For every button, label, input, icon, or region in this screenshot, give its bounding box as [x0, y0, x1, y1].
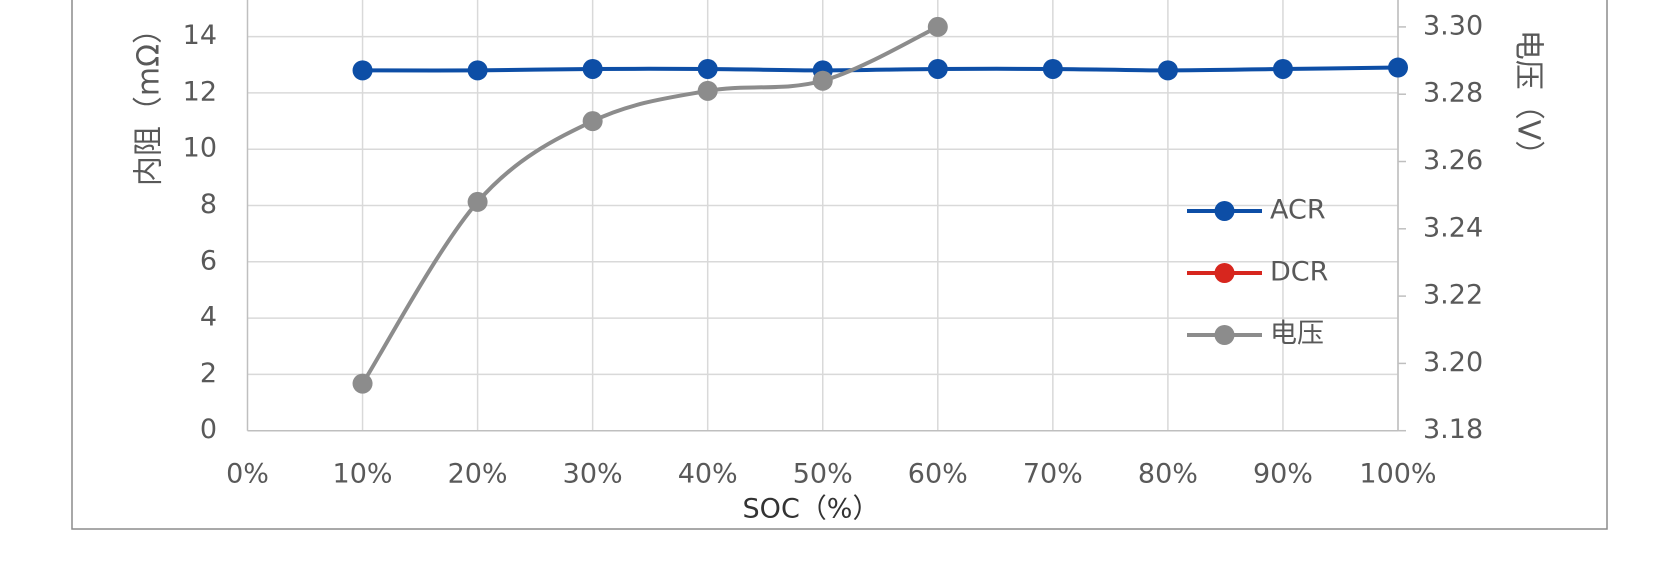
y-tick-label: 10: [183, 133, 217, 164]
x-tick-label: 20%: [448, 459, 508, 490]
y2-axis-title: 电压（V）: [1511, 30, 1546, 171]
x-axis-title: SOC（%）: [743, 494, 880, 525]
legend-label: DCR: [1270, 257, 1328, 288]
data-point: [582, 58, 603, 79]
x-tick-label: 60%: [908, 459, 968, 490]
legend-label: ACR: [1270, 195, 1326, 226]
legend-marker: [1214, 201, 1235, 221]
y-tick-label: 12: [183, 76, 217, 107]
x-tick-label: 70%: [1023, 459, 1083, 490]
series-line: [362, 65, 1399, 73]
y-tick-label: 2: [200, 358, 217, 389]
data-point: [927, 16, 948, 37]
x-tick-label: 100%: [1359, 459, 1436, 490]
y-tick-label: 6: [200, 245, 217, 276]
x-tick-label: 50%: [793, 459, 853, 490]
data-point: [1272, 58, 1293, 79]
y2-tick-label: 3.26: [1423, 145, 1483, 176]
data-point: [467, 60, 488, 81]
data-point: [1388, 57, 1408, 78]
legend-marker: [1214, 325, 1235, 345]
data-point: [812, 70, 833, 91]
y-tick-label: 8: [200, 189, 217, 220]
y2-tick-label: 3.28: [1423, 78, 1483, 109]
chart-frame: [71, 0, 1608, 530]
legend-marker: [1214, 263, 1235, 283]
data-point: [927, 58, 948, 79]
x-tick-label: 30%: [563, 459, 623, 490]
x-tick-label: 40%: [678, 459, 738, 490]
y2-tick-label: 3.30: [1423, 10, 1483, 41]
data-point: [697, 80, 718, 101]
y2-tick-label: 3.20: [1423, 347, 1483, 378]
data-point: [1157, 60, 1178, 81]
y-tick-label: 0: [200, 414, 217, 445]
y-axis-title: 内阻（mΩ）: [132, 14, 167, 186]
y-tick-label: 4: [200, 302, 217, 333]
series-line: [360, 25, 939, 385]
x-tick-label: 0%: [226, 459, 269, 490]
x-tick-label: 80%: [1138, 459, 1198, 490]
y2-tick-label: 3.22: [1423, 280, 1483, 311]
data-point: [1042, 58, 1063, 79]
y2-tick-label: 3.24: [1423, 212, 1483, 243]
legend-label: 电压: [1270, 319, 1324, 350]
x-tick-label: 90%: [1253, 459, 1313, 490]
x-tick-label: 10%: [333, 459, 393, 490]
data-point: [352, 373, 373, 394]
data-point: [697, 58, 718, 79]
data-point: [352, 60, 373, 81]
data-point: [467, 191, 488, 212]
y-tick-label: 14: [183, 20, 217, 51]
y2-tick-label: 3.18: [1423, 414, 1483, 445]
data-point: [582, 111, 603, 132]
